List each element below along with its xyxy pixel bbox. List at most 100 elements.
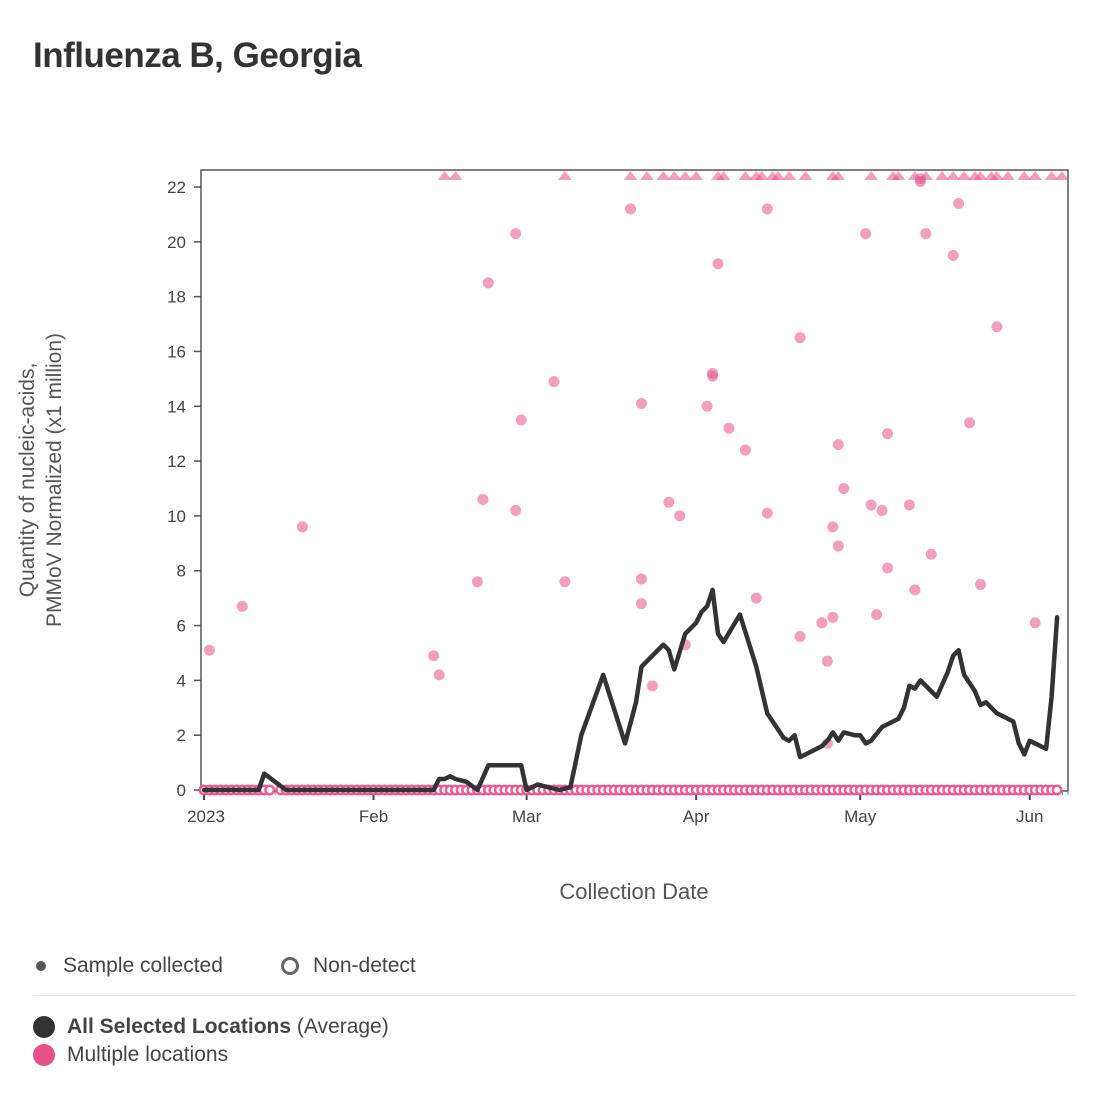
location-point [559,576,571,588]
legend-multiple-locations[interactable]: Multiple locations [33,1043,228,1067]
location-point [860,228,872,240]
above-range-marker [831,171,846,180]
y-tick-label: 4 [177,671,186,690]
location-point [712,258,724,270]
above-range-marker [907,171,922,180]
location-point [296,521,308,533]
above-range-marker [918,171,933,180]
above-range-marker [754,171,769,180]
location-point [925,548,937,560]
location-point [510,228,522,240]
legend-sample-label: Sample collected [63,954,223,977]
x-tick-label: 2023 [187,807,225,826]
above-range-marker [667,171,682,180]
location-point [477,493,489,505]
above-range-marker [1044,171,1059,180]
legend-non-detect[interactable]: Non-detect [281,954,416,978]
above-range-marker [973,171,988,180]
above-range-marker [864,171,879,180]
location-point [428,650,440,662]
location-point [832,540,844,552]
location-point [991,321,1003,333]
location-point [674,510,686,522]
location-point [827,521,839,533]
above-range-marker [1017,171,1032,180]
location-point [832,439,844,451]
legend-average-suffix: (Average) [291,1015,389,1038]
legend-average[interactable]: All Selected Locations (Average) [33,1015,389,1039]
location-point [750,592,762,604]
above-range-marker [946,171,961,180]
y-tick-label: 8 [177,562,186,581]
above-range-marker [989,171,1004,180]
location-point [723,422,735,434]
location-point [975,578,987,590]
above-range-marker [782,171,797,180]
location-point [953,197,965,209]
y-tick-label: 22 [167,178,186,197]
location-point [635,598,647,610]
location-point [794,332,806,344]
y-axis-label-line2: PMMoV Normalized (x1 million) [43,333,66,627]
location-point [882,428,894,440]
sample-dot-icon [36,961,46,971]
legend-sample-collected[interactable]: Sample collected [36,954,223,978]
above-range-marker [798,171,813,180]
location-point [903,499,915,511]
location-point [816,617,828,629]
legend-divider [33,995,1076,996]
locations-swatch-icon [33,1044,55,1066]
location-point [761,507,773,519]
above-range-marker [656,171,671,180]
location-point [739,444,751,456]
x-tick-label: Apr [683,807,710,826]
location-point [515,414,527,426]
location-point [635,398,647,410]
location-point [794,631,806,643]
above-range-marker [716,171,731,180]
non-detect-point [264,784,276,796]
x-tick-label: Feb [359,807,388,826]
above-range-marker [557,171,572,180]
location-point [236,600,248,612]
location-point [882,562,894,574]
location-point [471,576,483,588]
location-point [920,228,932,240]
non-detect-point [1051,784,1063,796]
location-point [761,203,773,215]
location-point [646,680,658,692]
average-line [201,587,1060,793]
legend-locations-label: Multiple locations [67,1043,229,1066]
y-tick-label: 20 [167,233,186,252]
location-point [865,499,877,511]
above-range-marker [689,171,704,180]
location-point [821,655,833,667]
location-point [625,203,637,215]
average-swatch-icon [33,1016,55,1038]
x-tick-label: Mar [512,807,542,826]
ring-icon [281,957,299,975]
location-point [909,584,921,596]
location-point [482,277,494,289]
location-point [707,370,719,382]
above-range-marker [1055,171,1069,180]
location-point [663,496,675,508]
above-range-marker [771,171,786,180]
above-range-marker [738,171,753,180]
legend-average-name: All Selected Locations [67,1015,292,1038]
above-range-marker [1028,171,1043,180]
y-tick-label: 6 [177,617,186,636]
x-tick-label: Jun [1016,807,1043,826]
location-point [838,483,850,494]
location-point [433,669,445,681]
location-point [876,504,888,516]
above-range-marker [623,171,638,180]
y-tick-label: 18 [167,288,186,307]
location-point [827,611,839,623]
above-range-marker [1000,171,1015,180]
location-point [510,504,522,516]
above-range-marker [437,171,452,180]
x-tick-label: May [844,807,877,826]
y-tick-label: 2 [177,726,186,745]
